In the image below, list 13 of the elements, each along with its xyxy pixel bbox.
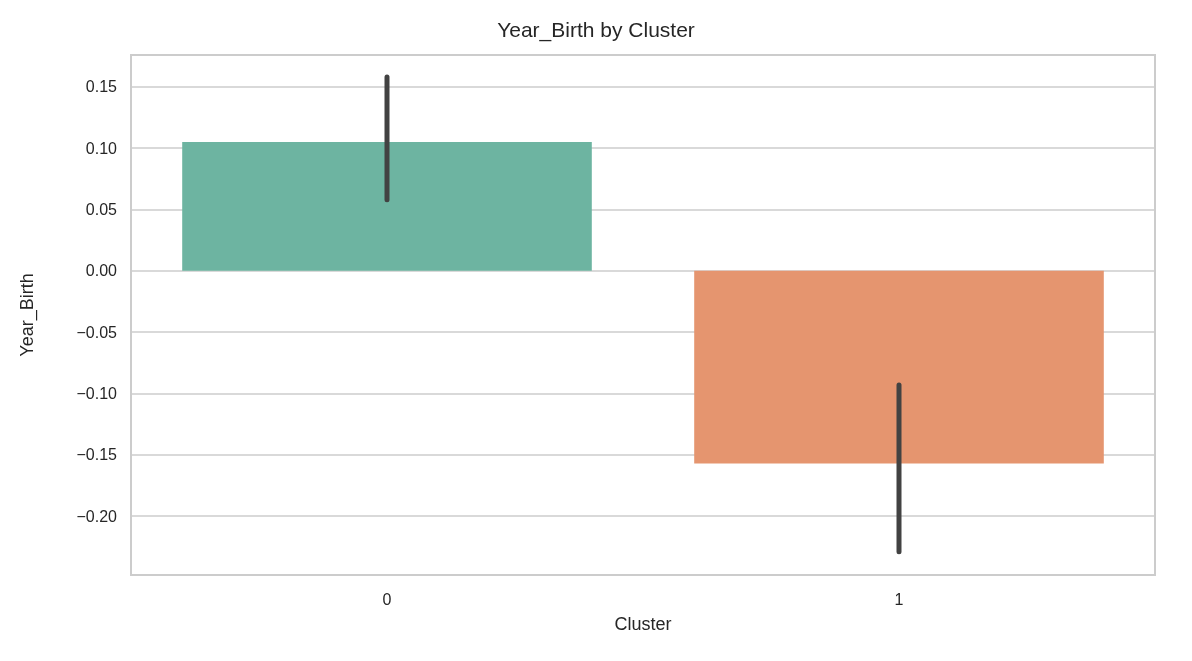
x-tick-label: 1 [894, 590, 904, 608]
chart-title: Year_Birth by Cluster [497, 18, 695, 42]
y-tick-label: 0.00 [85, 262, 118, 280]
y-tick-label: 0.05 [85, 201, 118, 219]
y-tick-label: 0.15 [85, 78, 118, 96]
y-tick-label: −0.10 [76, 384, 118, 402]
y-tick-label: −0.15 [76, 446, 118, 464]
y-tick-label: 0.10 [85, 139, 118, 157]
x-tick-label: 0 [382, 590, 392, 608]
y-axis-title: Year_Birth [17, 273, 38, 357]
y-tick-label: −0.05 [76, 323, 118, 341]
y-tick-label: −0.20 [76, 507, 118, 525]
x-axis-title: Cluster [614, 614, 672, 634]
